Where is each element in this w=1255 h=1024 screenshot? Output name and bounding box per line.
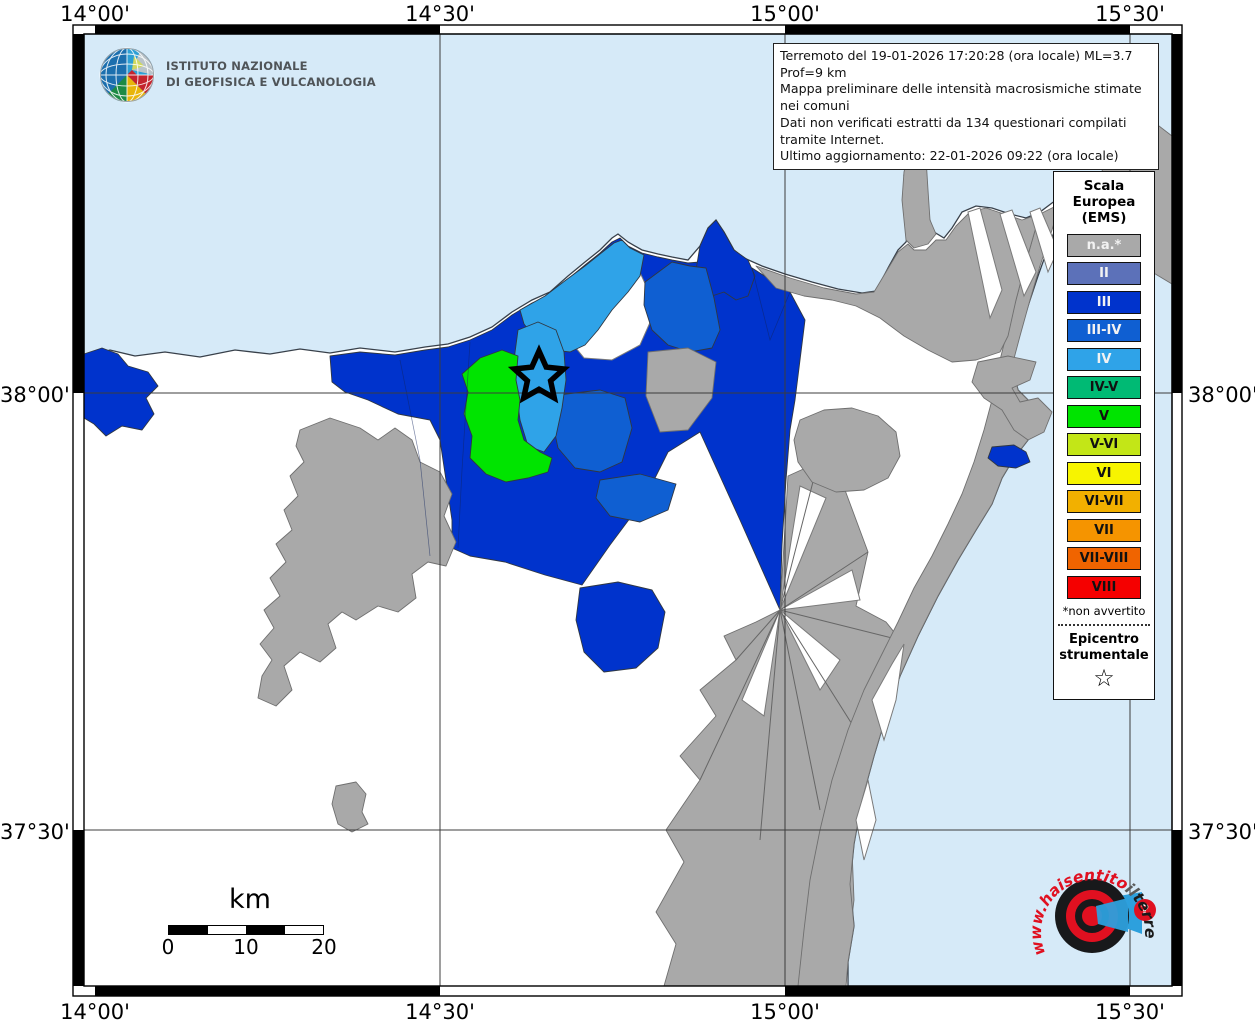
epicenter-star: [507, 344, 571, 404]
scale-tick-0: 0: [161, 935, 175, 959]
ingv-logo: ISTITUTO NAZIONALE DI GEOFISICA E VULCAN…: [98, 46, 376, 104]
legend-item-vii-viii: VII-VIII: [1067, 547, 1141, 571]
axis-bottom-14-00: 14°00': [60, 1000, 130, 1024]
ne-band-white-sliver: [967, 207, 1003, 320]
legend-item-ii: II: [1067, 262, 1141, 286]
legend-item-v-vi: V-VI: [1067, 433, 1141, 457]
axis-bottom-15-00: 15°00': [750, 1000, 820, 1024]
legend-footnote: *non avvertito: [1062, 604, 1146, 619]
axis-top-15-00: 15°00': [750, 2, 820, 26]
intensity-iii-coast-sliver: [987, 444, 1031, 469]
etna-white-wedge: [779, 609, 841, 691]
scale-bar: km 0 10 20: [150, 884, 350, 959]
east-band-white-patch: [855, 779, 877, 861]
info-line-map: Mappa preliminare delle intensità macros…: [780, 81, 1142, 114]
intensity-iii-west: [83, 347, 159, 437]
legend-item-vii: VII: [1067, 518, 1141, 542]
legend-item-iv-v: IV-V: [1067, 376, 1141, 400]
info-line-data: Dati non verificati estratti da 134 ques…: [780, 114, 1127, 147]
legend-title-1: Scala: [1083, 178, 1125, 194]
intensity-iii-iv-south: [595, 473, 677, 523]
ne-coast-gray-band: [755, 207, 1041, 363]
scale-tick-10: 10: [233, 935, 259, 959]
intensity-iii-south-blob: [575, 581, 666, 673]
scale-tick-20: 20: [311, 935, 337, 959]
logo-question-badge: [1134, 899, 1156, 921]
etna-radial-boundaries: [699, 469, 901, 841]
legend-divider: [1058, 624, 1150, 627]
axis-right-37-30: 37°30': [1188, 820, 1255, 844]
etna-white-wedge: [779, 485, 827, 611]
legend-item-vi: VI: [1067, 461, 1141, 485]
ingv-name-line2: DI GEOFISICA E VULCANOLOGIA: [166, 75, 376, 89]
legend-epicenter-star-icon: ☆: [1093, 663, 1115, 692]
etna-white-wedge: [741, 609, 781, 717]
logo-question-mark: ?: [1141, 901, 1150, 919]
ingv-name-line1: ISTITUTO NAZIONALE: [166, 59, 308, 74]
axis-left-38-00: 38°00': [0, 383, 70, 407]
legend-epicenter-label-2: strumentale: [1059, 648, 1149, 664]
etna-white-wedge: [779, 569, 861, 611]
axis-right-38-00: 38°00': [1188, 383, 1255, 407]
legend-item-na: n.a.*: [1067, 233, 1141, 257]
legend-title-3: (EMS): [1081, 210, 1127, 227]
gray-round-blob: [793, 407, 901, 493]
axis-left-37-30: 37°30': [0, 820, 70, 844]
info-line-event: Terremoto del 19-01-2026 17:20:28 (ora l…: [780, 48, 1133, 80]
intensity-iii-iv-ne: [643, 261, 721, 353]
axis-top-14-30: 14°30': [405, 2, 475, 26]
scale-bar-segments: [168, 925, 324, 935]
axis-bottom-15-30: 15°30': [1095, 1000, 1165, 1024]
legend-item-iii-iv: III-IV: [1067, 319, 1141, 343]
axis-bottom-14-30: 14°30': [405, 1000, 475, 1024]
legend-item-vi-vii: VI-VII: [1067, 490, 1141, 514]
ne-band-white-sliver: [999, 209, 1037, 298]
haisentito-logo: ? www.haisentitoilterremoto.it: [1028, 848, 1159, 958]
intensity-v-green: [461, 349, 553, 483]
map-frame: [72, 24, 1183, 997]
logo-blue-cone-front: [1096, 898, 1128, 932]
gray-se-epicenter: [645, 347, 717, 433]
gray-hook: [971, 355, 1053, 441]
legend-epicenter-label-1: Epicentro: [1069, 632, 1139, 648]
gray-small-blob: [331, 781, 369, 833]
milazzo-peninsula: [901, 149, 937, 249]
legend-item-v: V: [1067, 404, 1141, 428]
earthquake-info-box: Terremoto del 19-01-2026 17:20:28 (ora l…: [773, 43, 1159, 171]
east-band-white-patch: [871, 643, 905, 742]
legend-item-iii: III: [1067, 290, 1141, 314]
legend-item-viii: VIII: [1067, 575, 1141, 599]
legend-title-2: Europea: [1072, 194, 1136, 211]
scale-unit: km: [229, 884, 271, 915]
ingv-globe-icon: [99, 47, 155, 103]
axis-top-14-00: 14°00': [60, 2, 130, 26]
legend-item-iv: IV: [1067, 347, 1141, 371]
axis-top-15-30: 15°30': [1095, 2, 1165, 26]
info-line-update: Ultimo aggiornamento: 22-01-2026 09:22 (…: [780, 148, 1119, 164]
ems-legend: Scala Europea (EMS) n.a.* II III III-IV …: [1053, 171, 1155, 700]
